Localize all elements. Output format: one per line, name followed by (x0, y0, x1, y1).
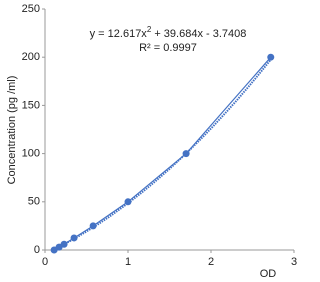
data-point (182, 150, 190, 158)
data-point (267, 53, 275, 61)
equation: y = 12.617x2 + 39.684x - 3.7408 (90, 25, 247, 40)
equation-part: y = 12.617x (90, 28, 148, 40)
x-tick-label: 2 (208, 256, 214, 268)
data-point (89, 222, 97, 230)
x-tick-label: 0 (42, 256, 48, 268)
y-axis-label: Concentration (pg /ml) (6, 76, 18, 185)
trendline (53, 58, 272, 251)
x-tick-label: 1 (125, 256, 131, 268)
r-squared: R² = 0.9997 (139, 42, 197, 54)
data-point (70, 234, 78, 242)
data-point (124, 198, 132, 206)
y-tick-label: 100 (22, 148, 40, 160)
y-tick-label: 50 (28, 196, 40, 208)
y-tick-label: 0 (34, 244, 40, 256)
y-tick-label: 250 (22, 3, 40, 15)
y-tick-label: 200 (22, 51, 40, 63)
data-point (60, 240, 68, 248)
chart: Concentration (pg /ml) OD y = 12.617x2 +… (6, 3, 297, 280)
y-tick-label: 150 (22, 99, 40, 111)
x-axis-label: OD (260, 268, 277, 280)
equation-part: + 39.684x - 3.7408 (151, 28, 246, 40)
x-tick-label: 3 (291, 256, 297, 268)
equation-exponent: 2 (147, 25, 152, 34)
series-line (53, 56, 272, 251)
